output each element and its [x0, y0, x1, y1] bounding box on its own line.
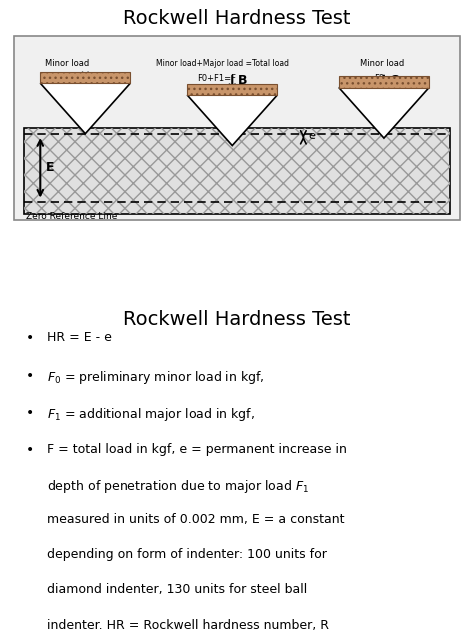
- Bar: [24, 128, 450, 214]
- Text: F0+F1=F: F0+F1=F: [197, 75, 236, 83]
- Polygon shape: [187, 95, 277, 145]
- Text: measured in units of 0.002 mm, E = a constant: measured in units of 0.002 mm, E = a con…: [47, 513, 345, 526]
- Text: depending on form of indenter: 100 units for: depending on form of indenter: 100 units…: [47, 548, 327, 561]
- Text: F = total load in kgf, e = permanent increase in: F = total load in kgf, e = permanent inc…: [47, 443, 347, 456]
- Polygon shape: [339, 88, 429, 138]
- Text: depth of penetration due to major load $F_1$: depth of penetration due to major load $…: [47, 478, 310, 495]
- Text: Minor load: Minor load: [45, 59, 89, 68]
- Text: Zero Reference Line: Zero Reference Line: [26, 212, 118, 221]
- FancyBboxPatch shape: [14, 35, 460, 220]
- Text: B: B: [238, 75, 247, 87]
- Bar: [187, 84, 277, 95]
- Text: F0: F0: [59, 75, 69, 83]
- Text: HR = E - e: HR = E - e: [47, 331, 112, 344]
- Text: C: C: [390, 75, 399, 87]
- Text: e: e: [308, 131, 315, 141]
- Text: $F_1$ = additional major load in kgf,: $F_1$ = additional major load in kgf,: [47, 406, 255, 423]
- Polygon shape: [40, 83, 130, 134]
- Text: Rockwell Hardness Test: Rockwell Hardness Test: [123, 9, 351, 28]
- Text: F0: F0: [374, 75, 384, 83]
- Text: Minor load: Minor load: [360, 59, 404, 68]
- Text: diamond indenter, 130 units for steel ball: diamond indenter, 130 units for steel ba…: [47, 583, 308, 597]
- Text: E: E: [46, 161, 55, 174]
- Text: indenter. HR = Rockwell hardness number, R: indenter. HR = Rockwell hardness number,…: [47, 619, 329, 631]
- Bar: [24, 128, 450, 214]
- Text: Rockwell Hardness Test: Rockwell Hardness Test: [123, 310, 351, 329]
- Text: •: •: [26, 406, 34, 420]
- Bar: [40, 72, 130, 83]
- Bar: [339, 76, 429, 88]
- Text: $F_0$ = preliminary minor load in kgf,: $F_0$ = preliminary minor load in kgf,: [47, 369, 265, 386]
- Text: •: •: [26, 369, 34, 383]
- Text: A: A: [91, 75, 100, 87]
- Text: Minor load+Major load =Total load: Minor load+Major load =Total load: [156, 59, 290, 68]
- Text: •: •: [26, 331, 34, 344]
- Text: •: •: [26, 443, 34, 457]
